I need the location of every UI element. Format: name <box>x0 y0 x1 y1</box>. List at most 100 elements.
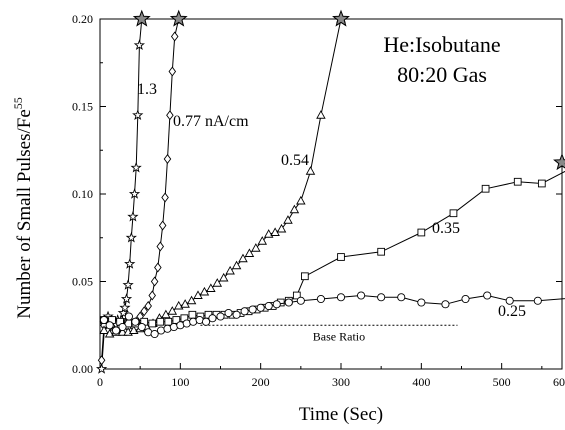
data-point-circle <box>264 301 273 311</box>
data-point-triangle <box>218 272 229 282</box>
data-point-circle <box>441 300 450 309</box>
data-point-diamond <box>150 276 159 287</box>
data-point-circle <box>505 296 514 305</box>
data-point-triangle <box>212 278 223 287</box>
data-point-triangle <box>99 325 109 334</box>
data-point-circle <box>357 291 366 300</box>
data-point-star <box>124 258 136 269</box>
data-point-circle <box>118 322 127 332</box>
series-end-star <box>132 9 151 27</box>
data-point-circle <box>248 305 257 314</box>
data-point-diamond <box>170 31 179 42</box>
data-point-triangle <box>167 306 178 315</box>
y-axis-title-main: Number of Small Pulses/Fe <box>14 109 35 319</box>
data-point-circle <box>483 291 492 300</box>
data-point-triangle <box>289 204 300 214</box>
data-point-triangle <box>186 295 197 305</box>
y-tick-label: 0.00 <box>72 362 93 376</box>
data-point-star <box>128 188 141 199</box>
data-point-diamond <box>168 66 177 77</box>
data-point-star <box>127 210 139 222</box>
data-point-star <box>125 231 137 243</box>
data-point-diamond <box>140 306 148 317</box>
data-point-star <box>119 301 131 313</box>
data-point-star <box>132 109 144 121</box>
data-point-triangle <box>225 265 235 275</box>
data-point-diamond <box>97 355 106 366</box>
x-tick-label: 100 <box>171 375 189 389</box>
data-point-triangle <box>257 236 268 245</box>
data-point-circle <box>208 314 217 323</box>
x-tick-label: 500 <box>493 375 511 389</box>
data-point-star <box>95 363 108 374</box>
x-tick-label: 400 <box>412 375 430 389</box>
data-point-circle <box>150 329 159 339</box>
data-point-circle <box>112 326 121 335</box>
x-tick-label: 0 <box>97 375 103 389</box>
data-point-square <box>148 319 157 328</box>
data-point-triangle <box>276 223 287 233</box>
data-point-circle <box>131 317 140 326</box>
data-point-circle <box>224 308 233 318</box>
data-point-square <box>292 291 301 300</box>
series-label: 0.77 nA/cm <box>173 113 249 130</box>
data-point-star <box>120 293 133 304</box>
data-point-diamond <box>158 220 167 231</box>
series-line <box>103 294 565 335</box>
series-end-star <box>332 9 350 27</box>
x-axis-title: Time (Sec) <box>299 404 383 425</box>
plot-area: 0 100 200 300 400 500 600 0.00 0.05 0.10 0.15 0.20 B… <box>72 9 565 389</box>
data-point-square <box>377 247 386 256</box>
series-line <box>104 170 565 325</box>
data-point-square <box>513 177 522 186</box>
y-axis-title-superscript: 55 <box>11 97 25 109</box>
data-point-star <box>122 279 134 290</box>
data-point-circle <box>216 312 225 321</box>
x-tick-label: 300 <box>332 375 350 389</box>
data-point-square <box>188 310 197 319</box>
series-end-star <box>553 153 565 171</box>
data-point-triangle <box>305 166 316 175</box>
data-point-square <box>337 253 345 261</box>
data-point-star <box>102 310 114 322</box>
y-tick-label: 0.05 <box>72 275 93 289</box>
data-point-circle <box>272 300 281 309</box>
data-point-circle <box>240 307 249 316</box>
data-point-star <box>133 39 145 51</box>
data-point-circle <box>232 310 241 319</box>
gas-title-line-1: He:Isobutane <box>383 32 500 57</box>
data-point-circle <box>137 322 146 332</box>
data-point-triangle <box>231 260 242 270</box>
data-point-square <box>172 316 181 324</box>
y-tick-label: 0.15 <box>72 100 93 114</box>
x-tick-label: 200 <box>252 375 270 389</box>
data-point-circle <box>336 293 346 302</box>
data-point-circle <box>284 298 293 307</box>
data-point-circle <box>316 294 325 304</box>
data-point-diamond <box>166 110 174 121</box>
data-point-circle <box>397 293 406 302</box>
series-end-star <box>169 9 188 27</box>
data-point-diamond <box>144 300 152 312</box>
data-point-diamond <box>163 153 172 165</box>
data-point-circle <box>377 293 386 302</box>
data-point-diamond <box>156 241 165 252</box>
series-line <box>101 18 180 361</box>
data-point-circle <box>417 298 426 307</box>
data-point-circle <box>533 296 542 305</box>
data-point-circle <box>124 312 133 321</box>
data-point-triangle <box>283 215 293 224</box>
x-tick-label: 600 <box>553 375 565 389</box>
data-point-star <box>117 307 129 318</box>
data-point-triangle <box>244 248 255 257</box>
data-point-diamond <box>148 290 156 301</box>
data-point-triangle <box>117 327 128 336</box>
data-point-circle <box>256 303 265 312</box>
data-point-diamond <box>136 311 144 322</box>
data-point-circle <box>461 294 470 304</box>
y-axis-title: Number of Small Pulses/Fe55 <box>11 97 35 319</box>
data-point-square <box>481 184 490 193</box>
data-point-circle <box>296 296 305 305</box>
data-point-square <box>417 228 426 237</box>
